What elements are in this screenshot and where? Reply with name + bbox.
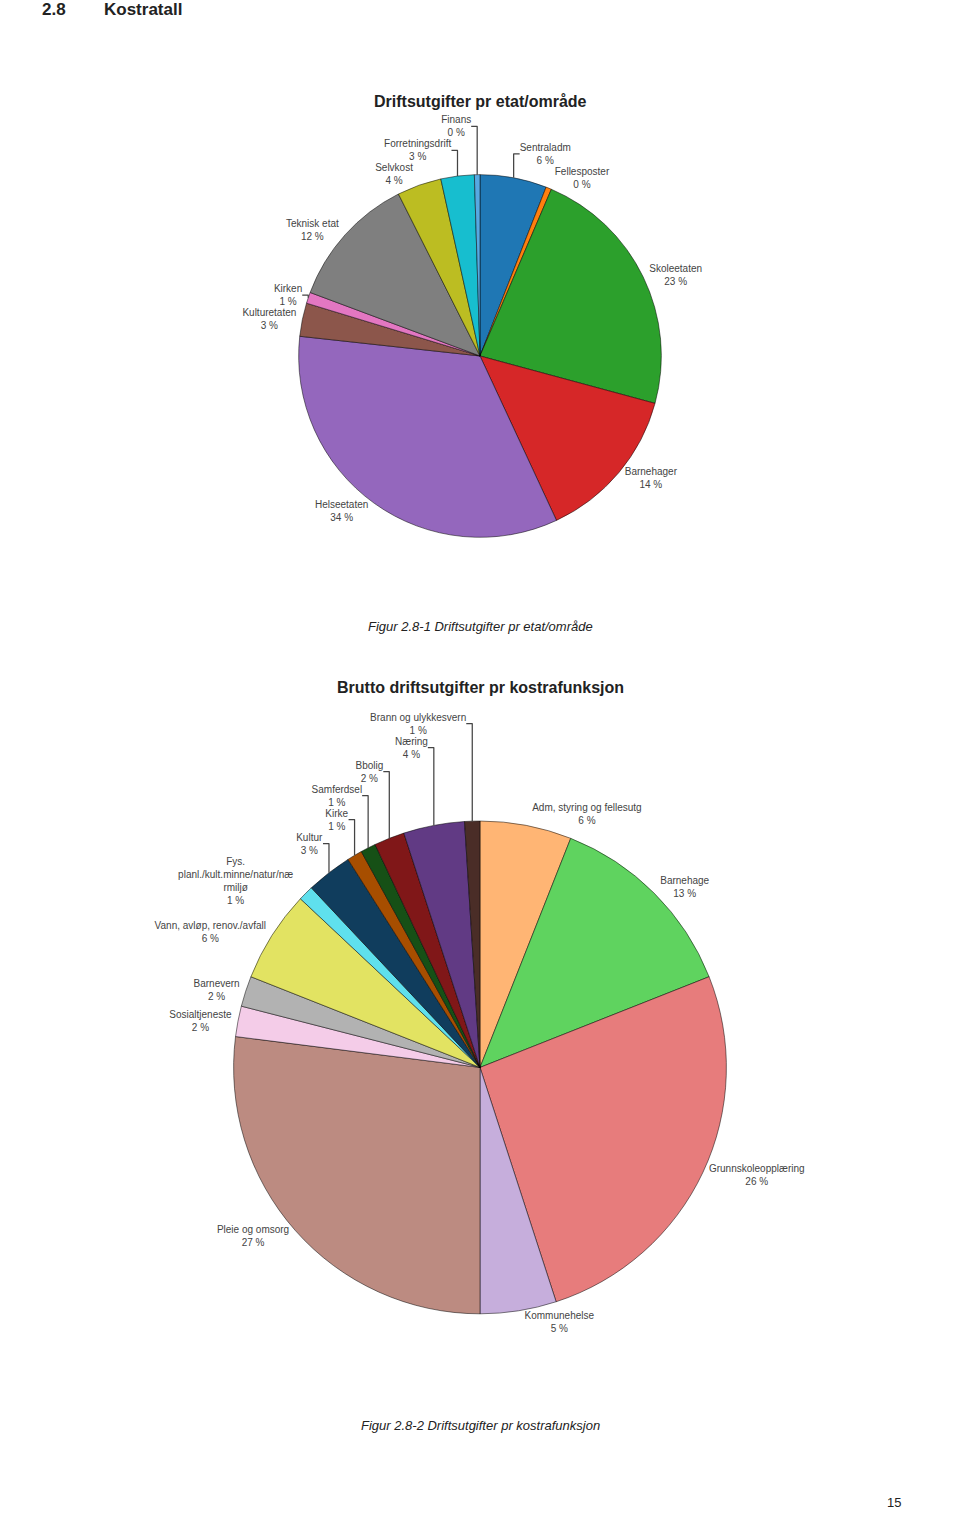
- svg-text:Vann, avløp, renov./avfall6 %: Vann, avløp, renov./avfall6 %: [155, 920, 266, 944]
- svg-text:Finans0 %: Finans0 %: [441, 114, 471, 138]
- svg-text:Kirke1 %: Kirke1 %: [325, 808, 348, 832]
- svg-text:Fellesposter0 %: Fellesposter0 %: [555, 166, 610, 190]
- svg-text:Kostratall: Kostratall: [104, 0, 182, 19]
- svg-text:Sentraladm6 %: Sentraladm6 %: [520, 142, 571, 166]
- svg-text:Figur 2.8-2 Driftsutgifter pr: Figur 2.8-2 Driftsutgifter pr kostrafunk…: [361, 1418, 600, 1433]
- svg-text:Kommunehelse5 %: Kommunehelse5 %: [525, 1310, 595, 1334]
- svg-text:Samferdsel1 %: Samferdsel1 %: [312, 784, 363, 808]
- svg-text:Teknisk etat12 %: Teknisk etat12 %: [286, 218, 339, 242]
- svg-text:Barnehage13 %: Barnehage13 %: [660, 875, 709, 899]
- svg-text:Barnevern2 %: Barnevern2 %: [194, 978, 240, 1002]
- svg-text:2.8: 2.8: [42, 0, 66, 19]
- svg-text:Barnehager14 %: Barnehager14 %: [625, 466, 678, 490]
- svg-text:Driftsutgifter pr etat/område: Driftsutgifter pr etat/område: [374, 93, 587, 110]
- svg-text:Skoleetaten23 %: Skoleetaten23 %: [649, 263, 702, 287]
- svg-text:Grunnskoleopplæring26 %: Grunnskoleopplæring26 %: [709, 1163, 805, 1187]
- svg-text:Kulturetaten3 %: Kulturetaten3 %: [242, 307, 296, 331]
- svg-text:Kirken1 %: Kirken1 %: [274, 283, 302, 307]
- svg-text:Bbolig2 %: Bbolig2 %: [355, 760, 383, 784]
- svg-text:Selvkost4 %: Selvkost4 %: [375, 162, 413, 186]
- svg-text:Fys.planl./kult.minne/natur/næ: Fys.planl./kult.minne/natur/nærmiljø1 %: [178, 856, 293, 906]
- svg-text:Sosialtjeneste2 %: Sosialtjeneste2 %: [169, 1009, 232, 1033]
- svg-text:Brutto driftsutgifter pr kostr: Brutto driftsutgifter pr kostrafunksjon: [337, 679, 624, 696]
- svg-text:Pleie og omsorg27 %: Pleie og omsorg27 %: [217, 1224, 289, 1248]
- svg-text:Figur 2.8-1 Driftsutgifter pr: Figur 2.8-1 Driftsutgifter pr etat/områd…: [368, 619, 593, 634]
- svg-text:Forretningsdrift3 %: Forretningsdrift3 %: [384, 138, 451, 162]
- svg-text:Kultur3 %: Kultur3 %: [296, 832, 323, 856]
- svg-text:15: 15: [887, 1495, 901, 1510]
- svg-text:Brann og ulykkesvern1 %: Brann og ulykkesvern1 %: [370, 712, 466, 736]
- svg-text:Adm, styring og fellesutg6 %: Adm, styring og fellesutg6 %: [532, 802, 642, 826]
- svg-text:Helseetaten34 %: Helseetaten34 %: [315, 499, 368, 523]
- svg-text:Næring4 %: Næring4 %: [395, 736, 428, 760]
